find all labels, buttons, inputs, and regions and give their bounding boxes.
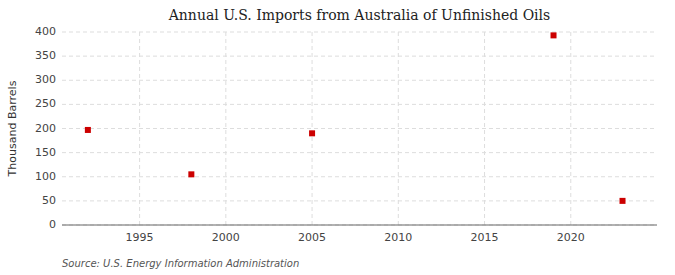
point <box>85 127 91 133</box>
x-tick-label: 2015 <box>471 231 499 244</box>
point <box>620 198 626 204</box>
x-grid-line <box>484 32 485 225</box>
tick-labels: 0 50 100 150 200 250 300 350 400 1995 2000 2005 2010… <box>35 25 585 244</box>
y-grid-line <box>62 104 657 105</box>
y-grid-line <box>62 200 657 201</box>
x-tick-label: 2010 <box>384 231 412 244</box>
title: Annual U.S. Imports from Australia of Un… <box>168 7 551 23</box>
y-tick-label: 350 <box>35 49 56 62</box>
y-tick-label: 150 <box>35 146 56 159</box>
x-grid-line <box>225 32 226 225</box>
x-grid-line <box>139 32 140 225</box>
x-tick-label: 2020 <box>557 231 585 244</box>
y-tick-label: 300 <box>35 73 56 86</box>
y-grid-line <box>62 225 657 226</box>
chart-container: 0 50 100 150 200 250 300 350 400 1995 2000 2005 2010… <box>0 0 675 275</box>
chart: 0 50 100 150 200 250 300 350 400 1995 2000 2005 2010… <box>0 0 675 275</box>
x-grid-line <box>570 32 571 225</box>
y-grid-line <box>62 128 657 129</box>
point <box>551 32 557 38</box>
x-tick-label: 1995 <box>126 231 154 244</box>
grid <box>62 32 657 225</box>
point <box>309 130 315 136</box>
point <box>188 171 194 177</box>
y-tick-label: 250 <box>35 97 56 110</box>
y-grid-line <box>62 32 657 33</box>
x-grid-line <box>398 32 399 225</box>
y-grid-line <box>62 152 657 153</box>
y-grid-line <box>62 80 657 81</box>
x-tick-label: 2005 <box>298 231 326 244</box>
x-grid-line <box>312 32 313 225</box>
y-tick-label: 200 <box>35 122 56 135</box>
y-tick-label: 100 <box>35 170 56 183</box>
y-grid-line <box>62 56 657 57</box>
x-axis-line <box>62 225 657 226</box>
x-tick-label: 2000 <box>212 231 240 244</box>
y-grid-line <box>62 176 657 177</box>
y-axis-label: Thousand Barrels <box>6 80 19 177</box>
points <box>85 32 626 203</box>
source-note: Source: U.S. Energy Information Administ… <box>62 258 299 269</box>
y-tick-label: 400 <box>35 25 56 38</box>
y-tick-label: 50 <box>42 194 56 207</box>
y-tick-label: 0 <box>49 218 56 231</box>
